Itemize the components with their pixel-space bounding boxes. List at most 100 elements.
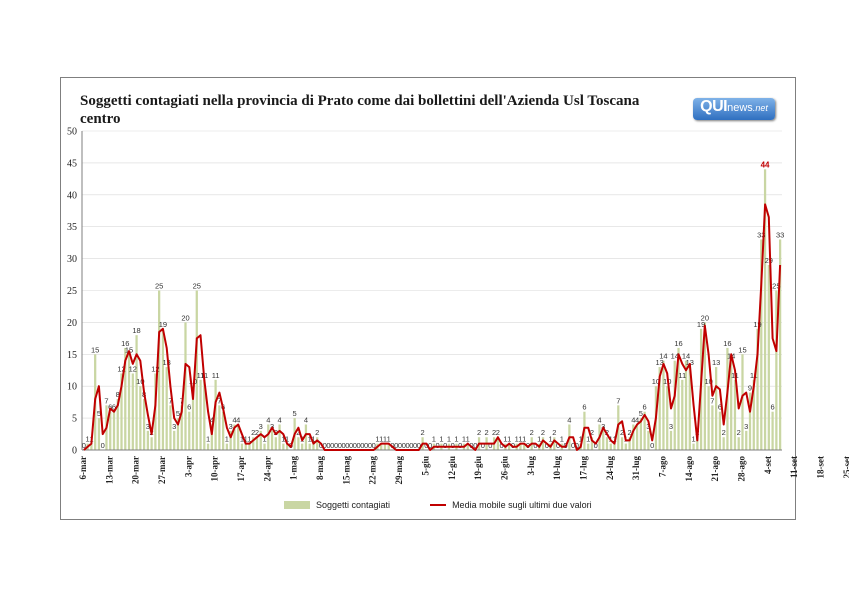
y-tick-label-20: 20 [67,318,77,329]
bar-label-179: 19 [753,320,761,329]
bar-53 [282,443,285,450]
bar-41 [237,424,240,450]
bar-180 [760,239,763,450]
bar-label-121: 1 [537,435,541,444]
bar-29 [191,386,195,450]
bar-label-22: 13 [163,358,171,367]
legend-item-bars: Soggetti contagiati [284,500,390,510]
bar-label-53: 1 [281,435,285,444]
bar-label-71: 0 [349,441,353,450]
x-tick-label-1: 13-mar [104,456,114,484]
bar-label-39: 3 [229,422,233,431]
bar-154 [662,360,665,450]
bar-label-38: 1 [225,435,229,444]
bar-110 [496,437,499,450]
bar-label-25: 5 [176,409,180,418]
bar-label-40: 4 [232,415,236,424]
x-tick-label-8: 1-mag [289,456,299,480]
bar-146 [632,424,635,450]
bar-label-162: 1 [691,435,695,444]
x-tick-label-23: 14-ago [684,456,694,482]
bar-label-119: 2 [530,428,534,437]
bar-21 [161,328,165,450]
bar-label-76: 0 [368,441,372,450]
bar-label-149: 6 [643,403,647,412]
bar-173 [733,379,737,450]
bar-38 [225,443,229,450]
bar-25 [176,418,180,450]
bar-15 [139,386,142,450]
x-tick-label-27: 11-set [789,456,799,478]
bar-162 [692,443,695,450]
bar-label-165: 20 [701,313,709,322]
legend-label-line: Media mobile sugli ultimi due valori [452,500,592,510]
bar-150 [647,430,650,450]
bar-10 [120,373,123,450]
bar-label-94: 0 [436,441,440,450]
bar-144 [624,443,627,450]
bar-label-54: 1 [285,435,289,444]
bar-26 [180,405,183,450]
bar-label-92: 0 [428,441,432,450]
bar-57 [297,437,300,450]
bar-169 [718,411,722,450]
bar-168 [715,367,718,450]
bar-label-167: 7 [710,396,714,405]
bar-label-81: 1 [387,435,391,444]
x-tick-label-21: 31-lug [631,456,641,481]
bar-13 [131,373,134,450]
bar-label-127: 1 [560,435,564,444]
y-tick-label-15: 15 [67,350,77,361]
bar-label-59: 4 [304,415,308,424]
bar-label-138: 3 [601,422,605,431]
bar-label-134: 1 [586,435,590,444]
bar-62 [316,437,319,450]
bar-47 [259,430,262,450]
bar-label-29: 10 [189,377,197,386]
bar-label-180: 33 [757,230,765,239]
bar-label-35: 11 [212,371,220,380]
bar-label-156: 3 [669,422,673,431]
bar-158 [677,347,680,450]
bar-label-27: 20 [181,313,189,322]
y-tick-label-35: 35 [67,222,77,233]
bar-label-97: 1 [447,435,451,444]
bar-label-75: 0 [364,441,368,450]
bar-label-36: 7 [217,396,221,405]
bar-label-45: 2 [251,428,255,437]
x-tick-label-15: 19-giu [473,456,483,480]
moving-average-series [83,203,782,451]
x-tick-label-6: 17-apr [236,456,246,482]
bar-43 [244,443,247,450]
bar-label-148: 5 [639,409,643,418]
bar-label-48: 1 [262,435,266,444]
bar-label-175: 15 [738,345,746,354]
bar-7 [109,411,112,450]
bar-label-47: 3 [259,422,263,431]
bar-label-69: 0 [341,441,345,450]
bar-179 [756,328,759,450]
bar-185 [778,239,782,450]
bar-label-169: 6 [718,403,722,412]
bar-label-79: 1 [379,435,383,444]
bar-label-171: 16 [723,339,731,348]
bar-label-154: 14 [659,352,667,361]
bar-160 [684,360,688,450]
bar-31 [199,379,202,450]
bar-165 [703,322,706,450]
bar-label-116: 1 [518,435,522,444]
bar-label-12: 15 [125,345,133,354]
bar-label-136: 0 [594,441,598,450]
y-axis-ticks: 0 5 10 15 20 25 30 35 40 45 50 [67,127,77,457]
bar-label-108: 0 [488,441,492,450]
bar-14 [135,335,138,450]
logo-qui-text: QUI [700,98,728,115]
bar-label-17: 3 [146,422,150,431]
y-tick-label-10: 10 [67,382,77,393]
legend-label-bars: Soggetti contagiati [316,500,391,510]
bar-label-11: 16 [121,339,129,348]
bar-39 [229,430,232,450]
legend-swatch-bars [284,501,310,509]
bar-label-56: 5 [293,409,297,418]
bar-label-99: 1 [454,435,458,444]
